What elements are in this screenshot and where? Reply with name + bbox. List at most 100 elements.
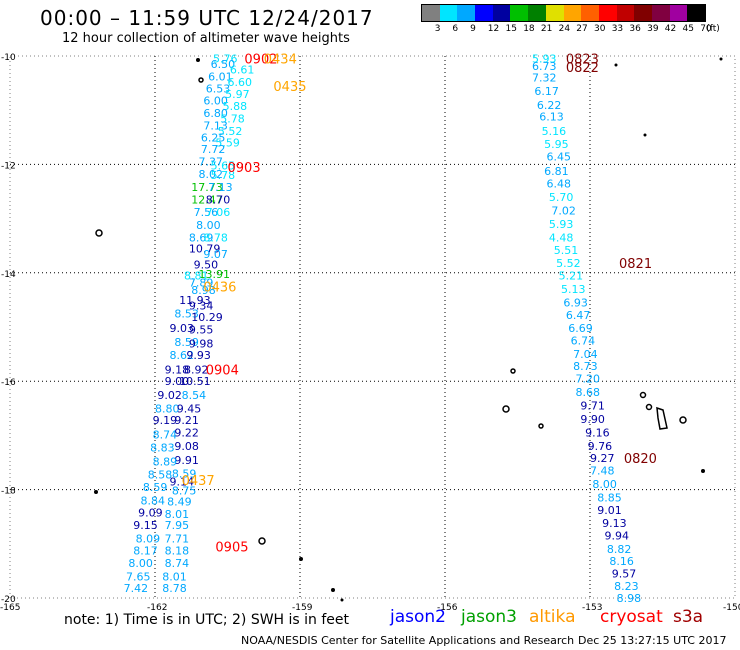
wave-height-reading: 8.16 xyxy=(609,555,634,568)
wave-height-reading: 9.45 xyxy=(177,402,202,415)
island-marker xyxy=(639,391,647,399)
island-marker xyxy=(331,588,335,592)
island-marker xyxy=(510,368,516,374)
wave-height-reading: 8.09 xyxy=(136,532,161,545)
legend-swatch xyxy=(439,5,458,21)
wave-height-reading: 9.90 xyxy=(580,413,605,426)
wave-height-reading: 9.07 xyxy=(203,248,228,261)
wave-height-reading: 6.53 xyxy=(206,83,231,96)
legend-label: 12 xyxy=(487,24,500,34)
wave-height-reading: 7.71 xyxy=(165,532,190,545)
wave-height-reading: 7.95 xyxy=(165,519,190,532)
wave-height-reading: 9.03 xyxy=(170,322,195,335)
legend-swatch xyxy=(598,5,617,21)
track-time-label: 0434 xyxy=(264,53,297,68)
lon-tick-label: -153 xyxy=(582,603,602,613)
legend-swatch xyxy=(545,5,564,21)
wave-height-reading: 7.37 xyxy=(199,156,224,169)
island-marker xyxy=(502,405,510,413)
wave-height-reading: 6.50 xyxy=(211,58,236,71)
wave-height-reading: 8.00 xyxy=(592,478,617,491)
map-axes: -10 -12 -14 -16 -18 -20-165 -162 -159 -156 -153 -1… xyxy=(0,53,740,613)
track-time-label: 0902 xyxy=(244,53,277,68)
legend-swatch xyxy=(457,5,476,21)
wave-height-reading: 5.93 xyxy=(549,218,574,231)
wave-height-reading: 8.92 xyxy=(184,363,209,376)
wave-height-reading: 6.81 xyxy=(544,165,569,178)
track-time-label: 0821 xyxy=(619,257,652,272)
wave-height-reading: 6.73 xyxy=(532,60,557,73)
wave-height-reading: 8.85 xyxy=(597,492,622,505)
satellite-s3a: s3a xyxy=(673,607,704,627)
legend-label: (ft) xyxy=(706,24,720,34)
wave-height-reading: 5.70 xyxy=(549,191,574,204)
legend-swatch xyxy=(563,5,582,21)
wave-height-reading: 6.47 xyxy=(566,309,591,322)
legend-label: 15 xyxy=(505,24,517,34)
wave-height-reading: 5.65 xyxy=(211,159,236,172)
legend-color-bar xyxy=(421,4,706,22)
legend-labels: 3 6 9 12 15 18 21 24 27 30 33 36 39 42 45 70 (ft) xyxy=(421,22,720,36)
island-marker xyxy=(299,557,303,561)
wave-height-reading: 9.22 xyxy=(174,427,199,440)
island-marker xyxy=(95,229,103,237)
wave-height-reading: 9.13 xyxy=(602,517,627,530)
wave-height-reading: 9.16 xyxy=(585,427,610,440)
lat-tick-label: -14 xyxy=(1,270,16,280)
wave-height-reading: 17.73 xyxy=(191,181,223,194)
satellite-jason2: jason2 xyxy=(390,607,446,627)
legend-swatch xyxy=(651,5,670,21)
wave-height-reading: 4.48 xyxy=(549,232,574,245)
wave-height-reading: 9.94 xyxy=(605,530,630,543)
wave-height-reading: 5.16 xyxy=(542,125,567,138)
lat-tick-label: -12 xyxy=(1,161,16,171)
legend-label: 6 xyxy=(452,24,459,34)
wave-height-reading: 8.59 xyxy=(143,481,168,494)
legend-label: 70 xyxy=(700,24,712,34)
wave-height-reading: 9.21 xyxy=(174,414,199,427)
wave-height-reading: 5.51 xyxy=(554,244,579,257)
wave-height-reading: 9.02 xyxy=(157,389,182,402)
wave-height-reading: 12.47 xyxy=(191,194,223,207)
wave-height-reading: 7.04 xyxy=(573,348,598,361)
wave-height-reading: 6.13 xyxy=(539,111,564,124)
wave-height-reading: 5.95 xyxy=(544,138,569,151)
wave-height-reading: 5.93 xyxy=(532,53,557,66)
lon-tick-label: -162 xyxy=(147,603,167,613)
wave-height-reading: 8.18 xyxy=(165,544,190,557)
lon-tick-label: -156 xyxy=(437,603,458,613)
island-marker xyxy=(719,57,723,61)
altimeter-readings: 5.766.506.616.016.606.535.976.005.886.80… xyxy=(124,53,641,605)
wave-height-reading: 5.97 xyxy=(225,88,250,101)
legend-label: 21 xyxy=(540,24,553,34)
wave-height-reading: 7.20 xyxy=(576,372,601,385)
island-marker xyxy=(643,133,647,137)
wave-height-reading: 9.71 xyxy=(580,400,605,413)
wave-height-reading: 9.14 xyxy=(170,475,195,488)
satellite-jason3: jason3 xyxy=(461,607,517,627)
wave-height-reading: 9.08 xyxy=(174,440,199,453)
legend-swatch xyxy=(528,5,546,21)
wave-height-reading: 7.65 xyxy=(126,570,151,583)
wave-height-reading: 10.79 xyxy=(189,242,221,255)
track-time-label: 0820 xyxy=(624,452,657,467)
wave-height-reading: 8.78 xyxy=(162,582,187,595)
island-marker xyxy=(258,537,266,545)
legend-label: 42 xyxy=(664,24,677,34)
lat-tick-label: -16 xyxy=(1,378,16,388)
wave-height-reading: 6.93 xyxy=(563,297,588,310)
wave-height-reading: 10.29 xyxy=(191,311,223,324)
wave-height-reading: 8.54 xyxy=(182,389,207,402)
wave-height-reading: 8.89 xyxy=(153,455,178,468)
wave-height-reading: 7.13 xyxy=(208,181,233,194)
wave-height-reading: 6.01 xyxy=(208,71,233,84)
wave-height-reading: 5.13 xyxy=(561,283,586,296)
legend-label: 36 xyxy=(629,24,641,34)
wave-height-reading: 6.22 xyxy=(537,99,562,112)
wave-height-reading: 9.91 xyxy=(174,454,199,467)
legend-label: 30 xyxy=(594,24,606,34)
wave-height-reading: 8.49 xyxy=(167,496,192,509)
map-frame xyxy=(9,55,736,599)
